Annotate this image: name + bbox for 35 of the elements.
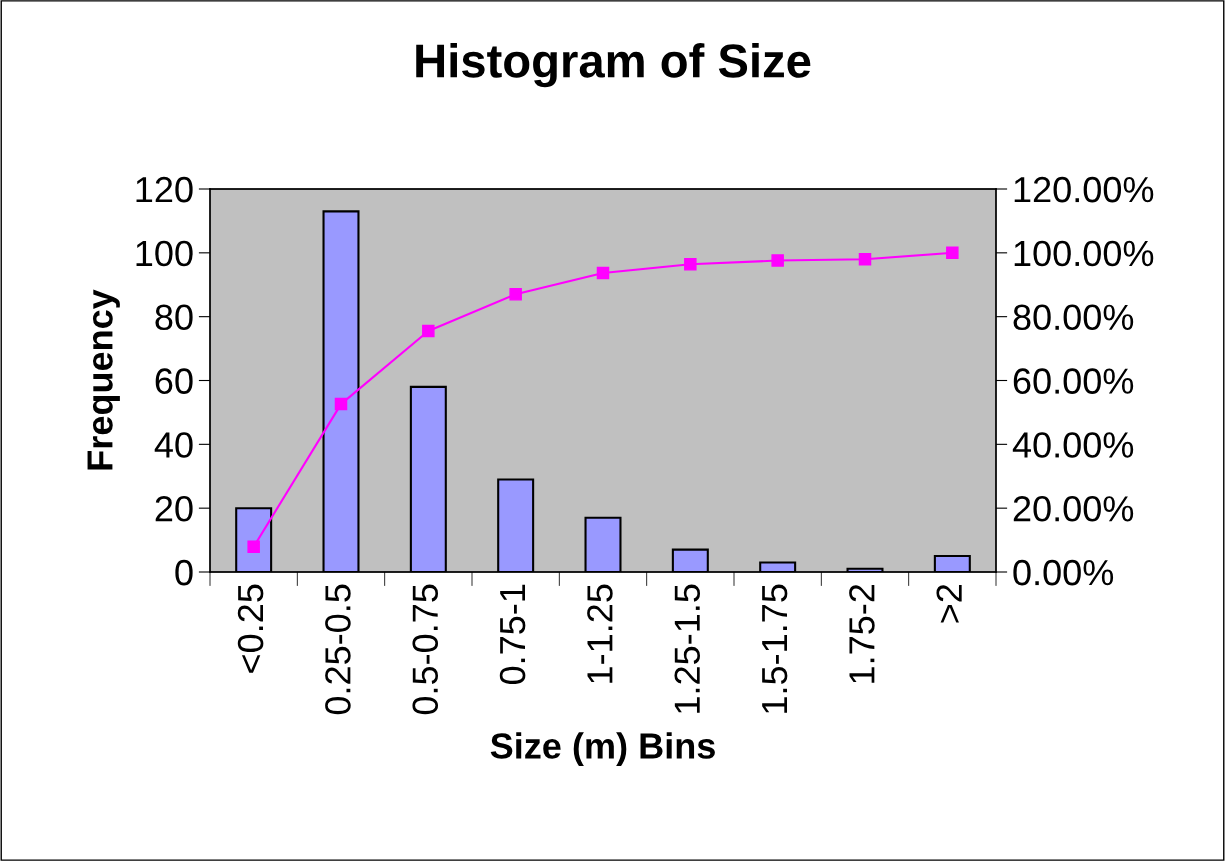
- y-tick-label: 120: [136, 176, 193, 203]
- point: [684, 258, 697, 271]
- point: [422, 324, 435, 338]
- y2-tick-label: 40.00%: [1012, 432, 1134, 458]
- y-axis-title: Frequency: [87, 289, 120, 470]
- y2-tick-label: 100.00%: [1014, 240, 1154, 267]
- point: [247, 540, 260, 554]
- y-tick-label: 0: [175, 559, 193, 586]
- x-tick-label: 1-1.25: [587, 584, 613, 683]
- chart-title: Histogram of Size: [416, 43, 811, 88]
- point: [596, 266, 610, 280]
- x-tick-label: <0.25: [237, 584, 264, 673]
- point: [946, 246, 959, 260]
- y-tick-label: 80: [155, 304, 193, 331]
- x-tick-label: 0.5-0.75: [412, 584, 439, 715]
- y2-tick-label: 60.00%: [1013, 368, 1134, 394]
- x-tick-label: >2: [936, 584, 962, 623]
- point: [509, 288, 522, 301]
- x-tick-label: 1.25-1.5: [674, 584, 701, 713]
- y-tick-label: 20: [155, 496, 193, 522]
- y2-tick-label: 80.00%: [1013, 304, 1134, 331]
- x-tick-label: 1.5-1.75: [762, 584, 788, 713]
- y-tick-label: 60: [155, 368, 193, 394]
- x-tick-label: 1.75-2: [849, 584, 875, 683]
- y-tick-label: 40: [154, 432, 193, 458]
- y-tick-label: 100: [136, 240, 193, 267]
- point: [334, 397, 348, 411]
- x-tick-label: 0.25-0.5: [325, 584, 351, 715]
- y2-tick-label: 20.00%: [1013, 496, 1134, 522]
- point: [771, 254, 784, 267]
- y2-tick-label: 120.00%: [1014, 176, 1154, 203]
- y2-tick-label: 0.00%: [1013, 559, 1114, 586]
- x-axis-title: Size (m) Bins: [490, 732, 715, 766]
- point: [858, 252, 872, 266]
- x-tick-label: 0.75-1: [499, 584, 526, 685]
